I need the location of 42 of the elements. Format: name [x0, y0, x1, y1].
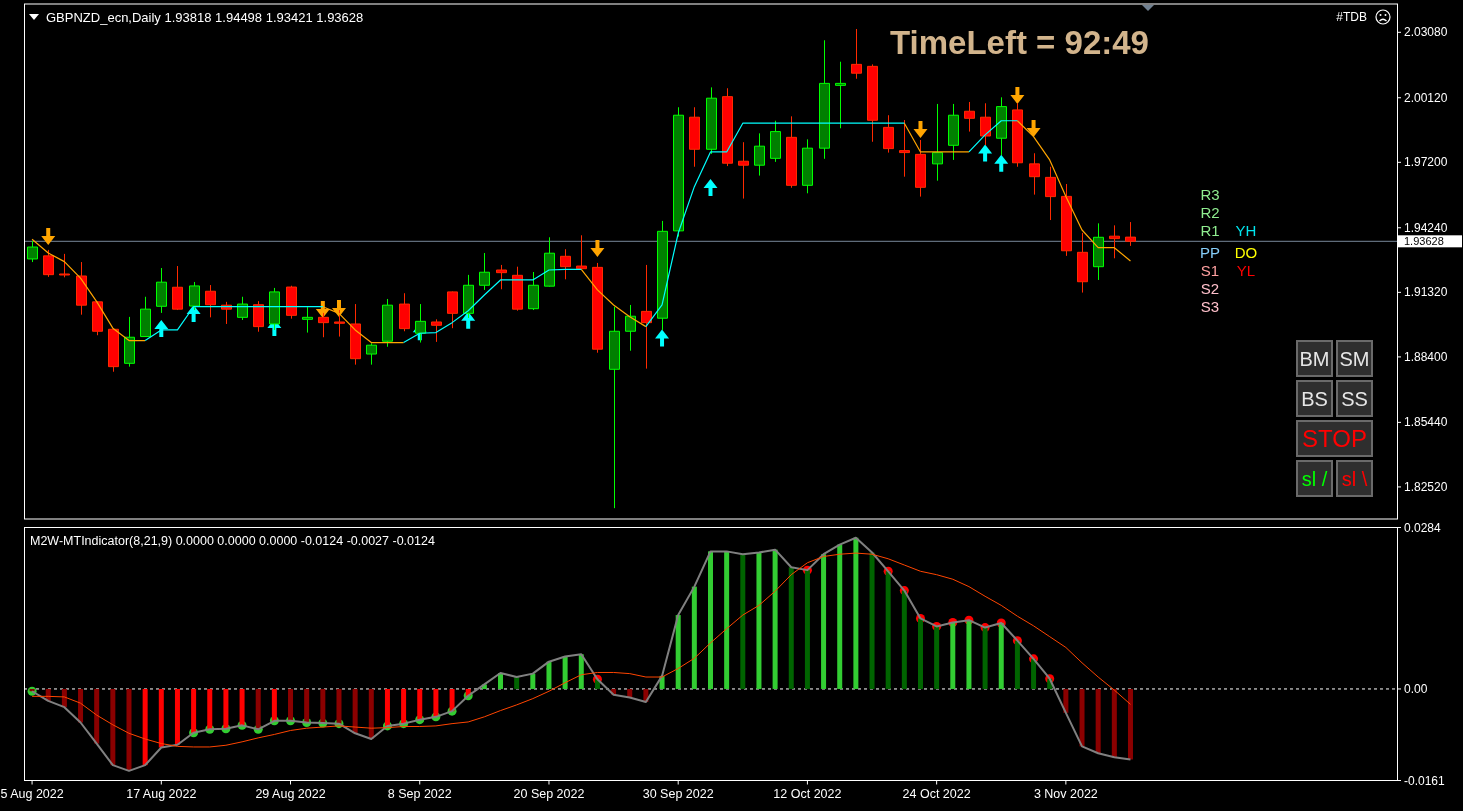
ref-line-label: 1.93628 — [1404, 235, 1444, 248]
annotation: TimeLeft = 92:49 — [890, 23, 1149, 61]
annotation: S1 — [1200, 261, 1220, 279]
x-tick-label: 3 Nov 2022 — [1033, 786, 1098, 801]
annotation: BM — [1299, 347, 1330, 370]
annotation: R3 — [1200, 185, 1220, 203]
annotation: YL — [1236, 261, 1256, 279]
y-tick-label: 0.0284 — [1404, 520, 1442, 535]
annotation: R2 — [1200, 203, 1220, 221]
y-tick-label: 1.97200 — [1404, 155, 1448, 170]
annotation: S2 — [1200, 279, 1220, 297]
y-tick-label: 1.88400 — [1404, 349, 1448, 364]
y-tick-label: 2.00120 — [1404, 90, 1448, 105]
annotation: STOP — [1302, 425, 1367, 452]
x-tick-label: 20 Sep 2022 — [513, 786, 585, 801]
x-tick-label: 5 Aug 2022 — [0, 786, 64, 801]
x-tick-label: 29 Aug 2022 — [255, 786, 326, 801]
y-tick-label: -0.0161 — [1404, 773, 1446, 788]
x-tick-label: 12 Oct 2022 — [773, 786, 842, 801]
x-tick-label: 30 Sep 2022 — [642, 786, 714, 801]
annotation: sl / — [1301, 467, 1328, 490]
y-tick-label: 1.94240 — [1404, 220, 1448, 235]
annotation: SS — [1341, 387, 1368, 410]
annotation: #TDB — [1336, 10, 1367, 24]
annotation: YH — [1235, 221, 1257, 239]
annotation: R1 — [1200, 221, 1220, 239]
x-tick-label: 24 Oct 2022 — [902, 786, 971, 801]
y-tick-label: 1.91320 — [1404, 285, 1448, 300]
text: M2W-MTIndicator(8,21,9) 0.0000 0.0000 0.0000 -0.0124 -0.0027 -0.0124 — [30, 534, 435, 548]
annotation: SM — [1339, 347, 1370, 370]
y-tick-label: 1.82520 — [1404, 479, 1448, 494]
x-tick-label: 8 Sep 2022 — [387, 786, 452, 801]
annotation: sl \ — [1341, 467, 1368, 490]
annotation: DO — [1234, 243, 1258, 261]
chart-title: GBPNZD_ecn,Daily 1.93818 1.94498 1.93421 1.93628 — [46, 9, 364, 25]
annotation: BS — [1301, 387, 1328, 410]
y-tick-label: 0.00 — [1404, 681, 1428, 696]
y-tick-label: 2.03080 — [1404, 25, 1448, 40]
annotation: PP — [1199, 243, 1221, 261]
annotation: S3 — [1200, 297, 1220, 315]
y-tick-label: 1.85440 — [1404, 415, 1448, 430]
x-tick-label: 17 Aug 2022 — [126, 786, 197, 801]
